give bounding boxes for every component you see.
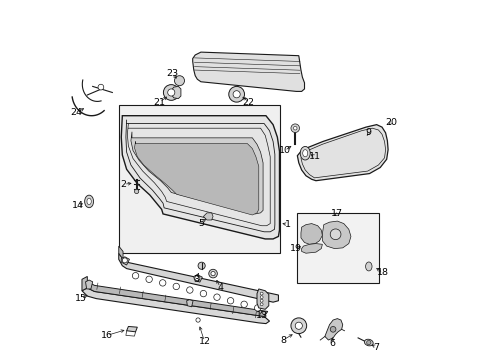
Circle shape (200, 291, 206, 297)
Text: 12: 12 (198, 337, 210, 346)
Text: 23: 23 (166, 69, 178, 78)
Text: 21: 21 (153, 98, 165, 107)
Text: 10: 10 (278, 146, 290, 155)
Circle shape (196, 318, 200, 322)
Ellipse shape (364, 339, 372, 346)
Circle shape (329, 327, 335, 332)
Polygon shape (203, 213, 213, 220)
Polygon shape (82, 288, 269, 324)
Ellipse shape (302, 150, 307, 157)
Polygon shape (131, 132, 263, 214)
Polygon shape (322, 221, 350, 249)
Polygon shape (126, 327, 137, 332)
Text: 17: 17 (331, 210, 343, 219)
Text: 14: 14 (72, 201, 84, 210)
Polygon shape (192, 52, 304, 91)
Ellipse shape (300, 147, 309, 160)
Circle shape (163, 85, 179, 100)
Circle shape (295, 322, 302, 329)
Polygon shape (171, 86, 181, 99)
FancyBboxPatch shape (119, 105, 280, 253)
Text: 1: 1 (285, 220, 290, 229)
Circle shape (134, 189, 139, 194)
Polygon shape (257, 289, 268, 309)
Circle shape (227, 297, 233, 304)
Text: 22: 22 (242, 98, 254, 107)
Text: 4: 4 (217, 283, 223, 292)
Text: 7: 7 (373, 343, 379, 352)
Circle shape (241, 301, 247, 307)
Ellipse shape (87, 198, 91, 204)
Text: 8: 8 (280, 336, 285, 345)
Circle shape (233, 91, 240, 98)
Text: 16: 16 (101, 331, 113, 340)
Circle shape (260, 299, 263, 302)
Ellipse shape (365, 262, 371, 271)
Text: 19: 19 (290, 244, 302, 253)
Polygon shape (134, 141, 258, 215)
Circle shape (98, 84, 103, 90)
Circle shape (132, 273, 139, 279)
Circle shape (329, 229, 340, 240)
Polygon shape (87, 282, 267, 316)
Polygon shape (186, 300, 193, 307)
Polygon shape (119, 246, 123, 259)
Circle shape (122, 258, 127, 263)
Circle shape (167, 89, 175, 96)
Circle shape (213, 294, 220, 300)
Circle shape (290, 124, 299, 132)
Circle shape (194, 276, 200, 281)
Text: 18: 18 (376, 268, 388, 277)
Circle shape (290, 318, 306, 334)
Text: 24: 24 (70, 108, 82, 117)
Polygon shape (119, 253, 278, 302)
Circle shape (186, 287, 193, 293)
Circle shape (173, 283, 179, 290)
Circle shape (174, 76, 184, 86)
Text: 13: 13 (255, 311, 267, 320)
Ellipse shape (84, 195, 93, 208)
Circle shape (228, 86, 244, 102)
Polygon shape (193, 275, 202, 282)
Circle shape (260, 292, 263, 295)
Circle shape (198, 262, 205, 269)
Text: 11: 11 (308, 152, 321, 161)
Circle shape (208, 269, 217, 278)
Text: 3: 3 (193, 275, 199, 284)
Text: 20: 20 (385, 118, 397, 127)
Polygon shape (301, 244, 322, 253)
FancyBboxPatch shape (297, 213, 378, 283)
Text: 15: 15 (75, 294, 87, 303)
Polygon shape (324, 319, 342, 340)
Polygon shape (121, 116, 279, 239)
Polygon shape (297, 125, 387, 181)
Circle shape (145, 276, 152, 283)
Text: 9: 9 (365, 129, 371, 138)
Circle shape (260, 296, 263, 298)
Text: 2: 2 (121, 180, 126, 189)
Circle shape (260, 303, 263, 306)
Text: 5: 5 (198, 219, 203, 228)
Polygon shape (300, 224, 322, 244)
Circle shape (366, 341, 370, 345)
Polygon shape (82, 276, 87, 291)
Polygon shape (121, 257, 129, 265)
Polygon shape (85, 280, 93, 289)
Circle shape (293, 126, 296, 130)
Circle shape (210, 271, 215, 276)
Circle shape (159, 280, 165, 286)
Circle shape (254, 305, 261, 311)
Text: 6: 6 (328, 339, 334, 348)
